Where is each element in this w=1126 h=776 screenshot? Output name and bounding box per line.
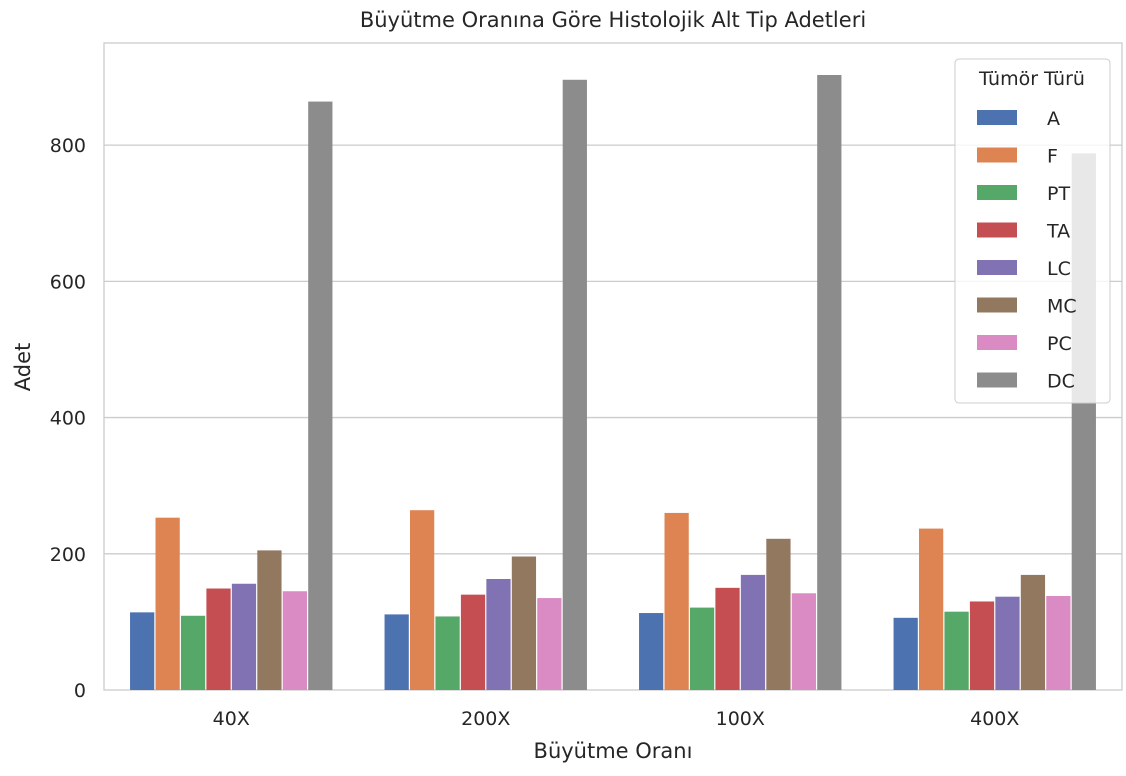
bar-a-200x <box>384 614 409 690</box>
bar-a-100x <box>639 613 664 690</box>
legend-swatch-a <box>977 110 1017 125</box>
bar-ta-200x <box>460 594 486 690</box>
bar-f-100x <box>664 512 689 690</box>
x-tick-label: 400X <box>970 708 1019 730</box>
legend-items: AF PT TA LC MC PC DC <box>977 108 1077 393</box>
bar-mc-400x <box>1020 574 1046 690</box>
x-axis-label: Büyütme Oranı <box>534 739 693 763</box>
legend-swatch-mc <box>977 297 1017 313</box>
bar-lc-200x <box>486 578 511 690</box>
bar-a-40x <box>130 612 155 690</box>
bar-dc-200x <box>562 79 587 690</box>
legend-label-pt: PT <box>1047 183 1070 205</box>
x-tick-label: 100X <box>716 708 765 730</box>
bar-pt-100x <box>689 607 715 690</box>
bar-pt-40x <box>180 615 206 690</box>
legend: Tümör Türü AF PT TA LC MC PC DC <box>954 58 1111 404</box>
x-tick-label: 40X <box>213 708 250 730</box>
bar-dc-40x <box>308 101 333 690</box>
bar-lc-400x <box>995 596 1020 690</box>
legend-swatch-ta <box>977 222 1017 238</box>
y-tick-label: 0 <box>74 680 86 702</box>
bar-f-200x <box>410 510 435 690</box>
legend-label-a: A <box>1047 108 1060 130</box>
bar-mc-200x <box>511 556 537 690</box>
chart-title: Büyütme Oranına Göre Histolojik Alt Tip … <box>360 8 866 32</box>
bar-pc-200x <box>537 598 562 690</box>
y-axis-label: Adet <box>11 343 35 391</box>
bar-f-40x <box>155 517 180 690</box>
legend-label-dc: DC <box>1047 371 1075 393</box>
bar-f-400x <box>919 528 944 690</box>
legend-label-ta: TA <box>1046 221 1070 243</box>
legend-label-f: F <box>1047 146 1058 168</box>
bar-ta-400x <box>969 601 995 690</box>
bar-pt-400x <box>944 611 969 690</box>
bar-pc-100x <box>791 593 816 690</box>
y-tick-label: 200 <box>50 544 86 566</box>
bar-a-400x <box>893 617 918 690</box>
legend-swatch-dc <box>977 372 1017 388</box>
bar-lc-40x <box>231 583 257 690</box>
x-tick-labels: 40X 200X 100X 400X <box>213 708 1020 730</box>
bar-pc-400x <box>1046 596 1071 690</box>
bar-mc-100x <box>766 538 791 690</box>
bar-pt-200x <box>435 616 460 690</box>
bar-ta-40x <box>206 588 231 690</box>
legend-swatch-pc <box>977 335 1017 350</box>
bar-pc-40x <box>282 591 307 690</box>
bar-dc-100x <box>817 75 842 691</box>
legend-box <box>954 58 1111 404</box>
legend-swatch-f <box>977 147 1017 163</box>
bar-ta-100x <box>715 587 740 690</box>
y-tick-labels: 0 200 400 600 800 <box>50 135 86 702</box>
legend-title: Tümör Türü <box>978 68 1085 90</box>
y-tick-label: 600 <box>50 271 86 293</box>
x-tick-label: 200X <box>461 708 510 730</box>
legend-label-mc: MC <box>1047 296 1077 318</box>
bar-lc-100x <box>740 574 766 690</box>
legend-label-pc: PC <box>1047 333 1072 355</box>
bar-mc-40x <box>257 550 282 690</box>
legend-label-lc: LC <box>1047 258 1071 280</box>
legend-swatch-pt <box>977 185 1017 200</box>
legend-swatch-lc <box>977 260 1017 275</box>
bars <box>130 75 1096 691</box>
y-tick-label: 800 <box>50 135 86 157</box>
y-tick-label: 400 <box>50 408 86 430</box>
